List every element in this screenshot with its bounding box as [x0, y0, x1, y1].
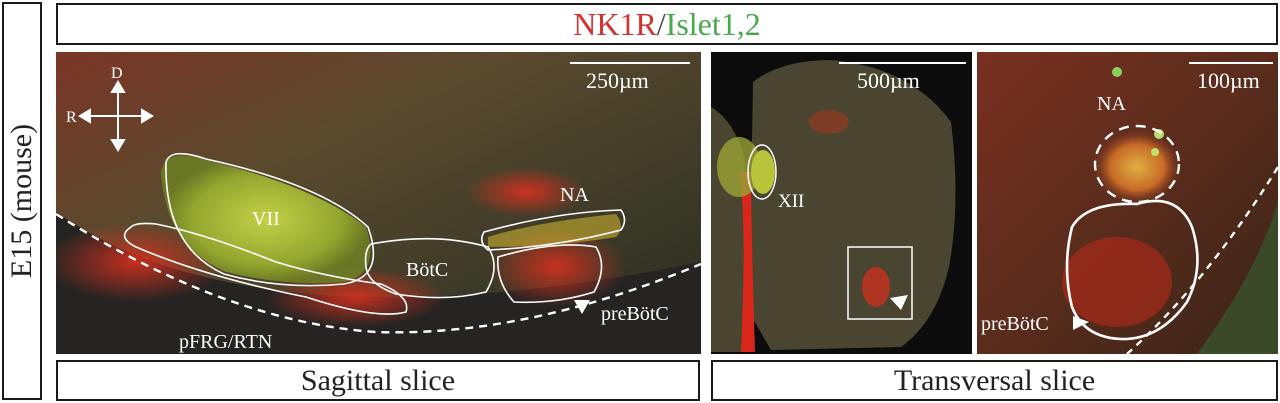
- transversal-arrowhead-icon: [890, 295, 908, 310]
- orientation-axis-icon: [78, 80, 154, 152]
- zoom-scale-label: 100µm: [1197, 68, 1260, 93]
- transversal-image: 500µm XII: [711, 52, 972, 354]
- zoom-na-label: NA: [1097, 93, 1126, 115]
- xii-label: XII: [778, 191, 804, 212]
- transversal-caption: Transversal slice: [893, 364, 1096, 397]
- zoom-arrowhead-icon: [1073, 316, 1089, 330]
- pfrg-label: pFRG/RTN: [179, 331, 272, 353]
- prebotc-zoom-outline: [1065, 199, 1199, 341]
- marker-nk1r-label: NK1R: [573, 6, 657, 42]
- side-label-box: E15 (mouse): [2, 2, 42, 400]
- pfrg-outline: [123, 222, 408, 315]
- marker-separator: /: [656, 6, 666, 42]
- xii-outline: [747, 144, 777, 200]
- na-label: NA: [560, 184, 589, 206]
- na-dashed-outline: [1093, 124, 1181, 204]
- sagittal-image: D R 250µm VII BötC NA preBötC pFRG/RTN: [56, 52, 701, 354]
- axis-dorsal-label: D: [111, 65, 123, 82]
- sagittal-caption: Sagittal slice: [300, 364, 456, 397]
- age-species-label: E15 (mouse): [5, 123, 38, 279]
- sagittal-scale-label: 250µm: [586, 68, 649, 93]
- zoom-panel: 100µm NA preBötC: [977, 52, 1278, 354]
- axis-rostral-label: R: [66, 109, 77, 126]
- vii-nucleus-signal: [161, 155, 371, 284]
- sagittal-panel: D R 250µm VII BötC NA preBötC pFRG/RTN: [56, 52, 701, 354]
- prebotc-outline: [497, 244, 603, 304]
- prebotc-label: preBötC: [601, 303, 669, 325]
- prebotc-arrowhead-icon: [574, 300, 590, 314]
- ventral-surface-line: [56, 212, 701, 334]
- vii-outline: [165, 152, 375, 287]
- zoom-surface-line: [1126, 166, 1278, 354]
- title-box: NK1R/Islet1,2: [56, 3, 1278, 45]
- vii-label: VII: [252, 208, 280, 230]
- transversal-panel: 500µm XII: [711, 52, 972, 354]
- marker-islet-label: Islet1,2: [665, 6, 761, 42]
- figure-title: NK1R/Islet1,2: [58, 5, 1276, 43]
- zoom-image: 100µm NA preBötC: [977, 52, 1278, 354]
- sagittal-caption-box: Sagittal slice: [56, 360, 700, 401]
- botc-label: BötC: [406, 259, 448, 281]
- na-outline: [480, 209, 626, 251]
- zoom-prebotc-label: preBötC: [981, 313, 1049, 335]
- transversal-scale-label: 500µm: [857, 68, 920, 93]
- zoom-region-box: [847, 246, 913, 320]
- botc-outline: [364, 237, 495, 299]
- transversal-caption-box: Transversal slice: [711, 360, 1278, 401]
